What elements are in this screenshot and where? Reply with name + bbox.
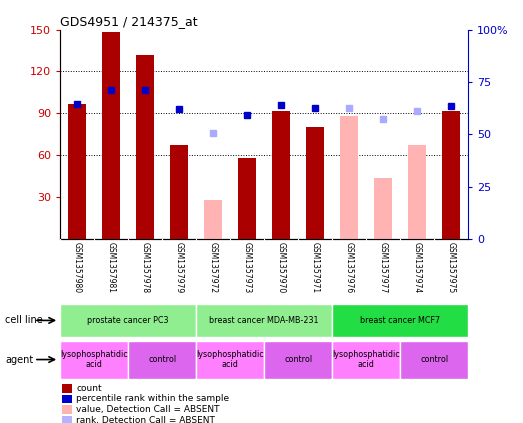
Text: GSM1357975: GSM1357975	[447, 242, 456, 294]
Bar	[62, 405, 72, 414]
Bar	[128, 341, 196, 379]
Bar	[332, 304, 468, 337]
Bar	[60, 304, 196, 337]
Bar	[68, 104, 86, 239]
Bar	[400, 341, 468, 379]
Bar	[196, 304, 332, 337]
Text: value, Detection Call = ABSENT: value, Detection Call = ABSENT	[76, 405, 220, 414]
Text: control: control	[148, 355, 176, 364]
Text: GSM1357973: GSM1357973	[243, 242, 252, 294]
Bar	[374, 178, 392, 239]
Bar	[408, 146, 426, 239]
Text: GSM1357976: GSM1357976	[345, 242, 354, 294]
Bar	[238, 158, 256, 239]
Bar	[62, 384, 72, 393]
Bar	[62, 395, 72, 403]
Text: rank, Detection Call = ABSENT: rank, Detection Call = ABSENT	[76, 415, 215, 423]
Text: GSM1357978: GSM1357978	[141, 242, 150, 293]
Text: prostate cancer PC3: prostate cancer PC3	[87, 316, 169, 325]
Text: GSM1357971: GSM1357971	[311, 242, 320, 293]
Text: breast cancer MCF7: breast cancer MCF7	[360, 316, 440, 325]
Text: GSM1357972: GSM1357972	[209, 242, 218, 293]
Text: GSM1357977: GSM1357977	[379, 242, 388, 294]
Text: GDS4951 / 214375_at: GDS4951 / 214375_at	[60, 16, 198, 28]
Bar	[264, 341, 332, 379]
Bar	[306, 127, 324, 239]
Bar	[136, 55, 154, 239]
Text: control: control	[420, 355, 448, 364]
Text: agent: agent	[5, 354, 33, 365]
Text: percentile rank within the sample: percentile rank within the sample	[76, 394, 230, 404]
Text: cell line: cell line	[5, 316, 43, 325]
Text: GSM1357974: GSM1357974	[413, 242, 422, 294]
Bar	[272, 110, 290, 239]
Bar	[196, 341, 264, 379]
Text: breast cancer MDA-MB-231: breast cancer MDA-MB-231	[209, 316, 319, 325]
Bar	[102, 33, 120, 239]
Text: control: control	[284, 355, 312, 364]
Text: lysophosphatidic
acid: lysophosphatidic acid	[332, 350, 400, 369]
Text: lysophosphatidic
acid: lysophosphatidic acid	[60, 350, 128, 369]
Text: count: count	[76, 384, 102, 393]
Text: GSM1357979: GSM1357979	[175, 242, 184, 294]
Text: GSM1357980: GSM1357980	[73, 242, 82, 293]
Bar	[332, 341, 400, 379]
Text: lysophosphatidic
acid: lysophosphatidic acid	[196, 350, 264, 369]
Bar	[60, 341, 128, 379]
Text: GSM1357970: GSM1357970	[277, 242, 286, 294]
Bar	[62, 416, 72, 423]
Bar	[170, 146, 188, 239]
Bar	[340, 116, 358, 239]
Bar	[442, 110, 460, 239]
Text: GSM1357981: GSM1357981	[107, 242, 116, 293]
Bar	[204, 200, 222, 239]
